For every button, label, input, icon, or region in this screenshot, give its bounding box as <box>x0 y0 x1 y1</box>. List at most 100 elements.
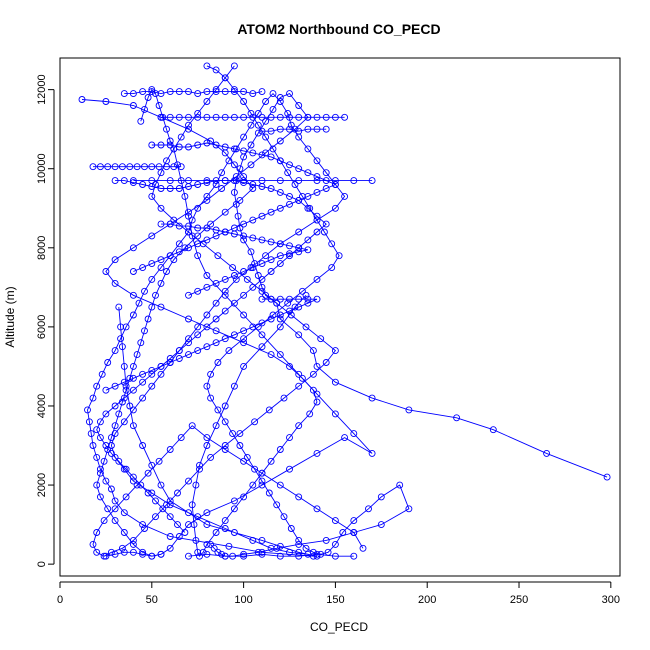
data-point <box>284 109 292 117</box>
data-point <box>203 192 211 200</box>
data-point <box>276 137 284 145</box>
data-point <box>331 347 339 355</box>
data-point <box>163 501 170 509</box>
data-point <box>194 224 202 232</box>
flight-series <box>129 177 376 185</box>
data-point <box>243 275 251 283</box>
data-point <box>267 256 275 264</box>
flight-series <box>89 163 185 171</box>
data-point <box>120 529 128 536</box>
data-point <box>331 540 339 548</box>
data-point <box>129 362 137 370</box>
data-point <box>212 339 220 347</box>
data-point <box>157 169 165 177</box>
data-point <box>377 521 385 529</box>
data-point <box>93 529 101 536</box>
data-point <box>240 220 248 228</box>
data-point <box>120 465 128 473</box>
data-point <box>104 359 112 366</box>
data-point <box>107 485 115 493</box>
data-point <box>203 179 211 187</box>
data-point <box>203 311 211 319</box>
data-point <box>102 442 110 449</box>
data-point <box>111 517 119 525</box>
data-point <box>280 513 288 521</box>
data-point <box>350 430 358 438</box>
data-point <box>129 406 137 414</box>
data-point <box>240 335 248 343</box>
data-point <box>203 98 211 105</box>
data-point <box>144 489 152 497</box>
data-point <box>188 422 196 430</box>
data-point <box>298 287 306 295</box>
data-point <box>139 264 147 272</box>
data-point <box>100 457 108 465</box>
data-point <box>175 88 183 96</box>
data-point <box>221 275 229 283</box>
data-point <box>236 224 244 232</box>
data-point <box>120 90 128 98</box>
data-point <box>269 145 277 153</box>
data-point <box>111 430 119 438</box>
data-point <box>258 295 266 303</box>
data-point <box>170 163 178 171</box>
data-point <box>214 252 222 260</box>
data-point <box>120 394 128 402</box>
data-point <box>115 457 123 465</box>
flight-series <box>78 86 376 560</box>
data-point <box>104 163 112 171</box>
data-point <box>295 331 303 339</box>
data-point <box>341 434 349 442</box>
data-point <box>148 382 156 390</box>
data-point <box>102 386 110 394</box>
data-point <box>405 406 413 414</box>
data-point <box>276 446 284 453</box>
data-point <box>284 299 292 307</box>
data-point <box>249 185 257 192</box>
data-point <box>240 98 248 105</box>
data-point <box>221 113 229 121</box>
data-point <box>117 323 125 331</box>
data-point <box>240 113 248 121</box>
data-point <box>194 347 202 355</box>
data-point <box>102 410 110 418</box>
data-point <box>240 147 248 155</box>
data-point <box>157 220 165 228</box>
data-point <box>129 477 137 485</box>
data-point <box>111 402 119 410</box>
data-point <box>100 517 108 525</box>
data-point <box>276 188 284 196</box>
data-point <box>175 185 183 192</box>
data-point <box>313 228 321 236</box>
data-point <box>276 98 284 105</box>
data-point <box>295 127 303 135</box>
data-point <box>249 481 257 489</box>
data-point <box>295 536 303 544</box>
data-point <box>129 386 137 394</box>
data-point <box>139 442 147 449</box>
data-point <box>139 370 147 378</box>
data-point <box>331 378 339 386</box>
data-point <box>212 181 220 188</box>
data-point <box>339 529 347 536</box>
data-point <box>78 96 86 103</box>
data-point <box>157 185 165 192</box>
data-point <box>230 62 238 70</box>
data-point <box>96 469 104 477</box>
data-point <box>287 525 295 532</box>
data-point <box>152 90 159 98</box>
data-point <box>317 335 325 343</box>
data-point <box>368 449 376 457</box>
data-point <box>240 552 248 560</box>
data-point <box>258 177 266 185</box>
data-point <box>313 173 321 181</box>
data-point <box>157 256 165 264</box>
data-point <box>129 244 137 252</box>
data-point <box>276 260 284 268</box>
data-point <box>304 295 312 303</box>
data-point <box>185 143 192 151</box>
data-point <box>157 204 165 212</box>
data-point <box>302 544 310 552</box>
data-point <box>148 141 156 149</box>
data-point <box>126 402 134 410</box>
